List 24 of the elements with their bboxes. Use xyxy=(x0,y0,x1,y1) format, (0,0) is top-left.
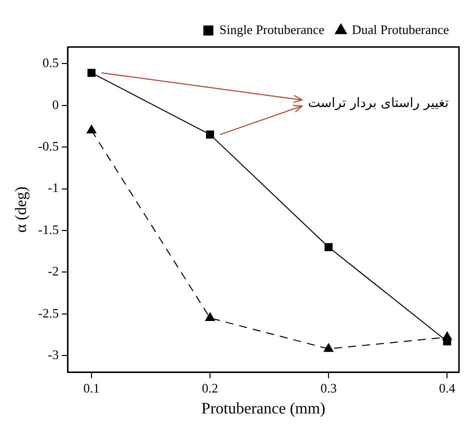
point xyxy=(443,337,452,346)
y-tick-label: -2.5 xyxy=(38,305,59,320)
x-tick-label: 0.1 xyxy=(83,380,100,396)
point xyxy=(86,124,96,134)
x-tick-label: 0.2 xyxy=(202,380,218,396)
point xyxy=(205,312,215,321)
point xyxy=(324,343,334,352)
y-tick-label: 0.5 xyxy=(42,55,59,70)
legend-label: Dual Protuberance xyxy=(352,22,450,37)
y-tick-label: -1.5 xyxy=(38,222,59,237)
point xyxy=(324,243,333,252)
annotation: تغییر راستای بردار تراست xyxy=(308,96,449,111)
x-axis-title: Protuberance (mm) xyxy=(201,400,326,418)
y-tick-label: -2 xyxy=(48,264,59,279)
point xyxy=(87,68,96,77)
y-tick-label: 0 xyxy=(52,96,59,112)
y-tick-label: -3 xyxy=(48,346,59,362)
legend-label: Single Protuberance xyxy=(219,22,325,37)
x-tick-label: 0.4 xyxy=(439,380,456,396)
y-axis-title: α (deg) xyxy=(12,186,30,233)
point xyxy=(206,130,214,139)
y-tick-label: -1 xyxy=(48,180,59,196)
x-tick-label: 0.3 xyxy=(320,380,337,396)
y-tick-label: -0.5 xyxy=(38,138,59,154)
